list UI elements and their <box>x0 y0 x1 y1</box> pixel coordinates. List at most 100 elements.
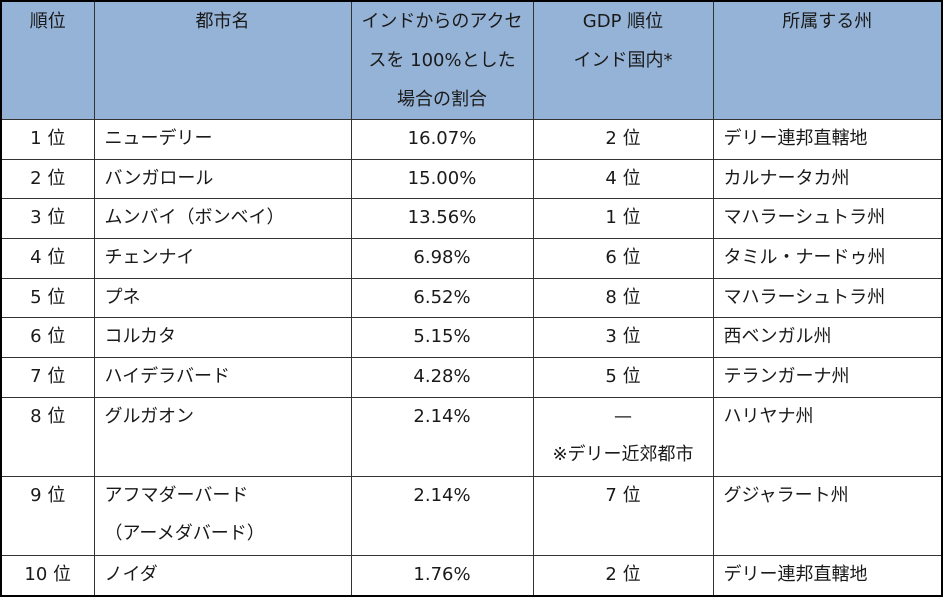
state-name: カルナータカ州 <box>723 167 850 189</box>
access-share-cell: 15.00% <box>350 158 534 200</box>
header-city: 都市名 <box>93 0 352 120</box>
table-row: 8 位 グルガオン 2.14% — ※デリー近郊都市 ハリヤナ州 <box>0 396 943 477</box>
gdp-rank-value: 3 位 <box>605 326 641 348</box>
rank-value: 9 位 <box>30 484 66 506</box>
header-state: 所属する州 <box>712 0 943 120</box>
city-cell: チェンナイ <box>93 237 352 279</box>
rank-cell: 4 位 <box>0 237 95 279</box>
state-name: ハリヤナ州 <box>723 405 814 427</box>
state-name: デリー連邦直轄地 <box>723 564 868 586</box>
access-share-cell: 1.76% <box>350 555 534 597</box>
city-name: バンガロール <box>104 167 214 189</box>
city-cell: コルカタ <box>93 317 352 358</box>
city-name: コルカタ <box>104 326 176 348</box>
city-name: プネ <box>104 286 141 308</box>
gdp-rank-value: 1 位 <box>605 207 641 229</box>
rank-value: 3 位 <box>30 207 66 229</box>
access-share-cell: 4.28% <box>350 356 534 398</box>
state-cell: デリー連邦直轄地 <box>712 119 943 160</box>
city-cell: バンガロール <box>93 158 352 200</box>
rank-value: 10 位 <box>24 564 72 586</box>
gdp-rank-cell: 4 位 <box>532 158 714 200</box>
access-share-cell: 2.14% <box>350 396 534 477</box>
header-rank: 順位 <box>0 0 95 120</box>
city-cell: グルガオン <box>93 396 352 477</box>
header-access-line: インドからのアクセ <box>361 11 523 32</box>
state-name: テランガーナ州 <box>723 365 850 387</box>
table-row: 9 位 アフマダーバード （アーメダバード） 2.14% 7 位 グジャラート州 <box>0 475 943 557</box>
gdp-rank-cell: 7 位 <box>532 475 714 557</box>
rank-cell: 7 位 <box>0 356 95 398</box>
table-body: 1 位ニューデリー 16.07% 2 位デリー連邦直轄地 2 位バンガロール 15.00… <box>0 119 943 597</box>
rank-cell: 3 位 <box>0 198 95 239</box>
city-cell: ムンバイ（ボンベイ） <box>93 198 352 239</box>
rank-cell: 2 位 <box>0 158 95 200</box>
rank-cell: 5 位 <box>0 277 95 319</box>
state-cell: グジャラート州 <box>712 475 943 557</box>
access-share-value: 15.00% <box>407 167 477 189</box>
access-share-value: 16.07% <box>407 128 477 149</box>
state-cell: 西ベンガル州 <box>712 317 943 358</box>
rank-cell: 1 位 <box>0 119 95 160</box>
city-name: チェンナイ <box>104 246 195 268</box>
city-cell: プネ <box>93 277 352 319</box>
access-share-value: 5.15% <box>413 326 471 348</box>
table-row: 5 位 プネ 6.52% 8 位 マハラーシュトラ州 <box>0 277 943 319</box>
table-row: 1 位 ニューデリー 16.07% 2 位 デリー連邦直轄地 <box>0 119 943 160</box>
state-name: グジャラート州 <box>723 484 849 506</box>
state-cell: デリー連邦直轄地 <box>712 555 943 597</box>
access-share-cell: 13.56% <box>350 198 534 239</box>
city-name: グルガオン <box>104 405 194 427</box>
gdp-rank-value: 8 位 <box>605 286 641 308</box>
rank-value: 7 位 <box>30 365 66 387</box>
access-share-cell: 16.07% <box>350 119 534 160</box>
access-share-cell: 6.98% <box>350 237 534 279</box>
header-gdp-line: GDP 順位 <box>582 11 664 32</box>
table-row: 7 位 ハイデラバード 4.28% 5 位 テランガーナ州 <box>0 356 943 398</box>
header-rank-label: 順位 <box>29 11 66 32</box>
state-name: 西ベンガル州 <box>723 326 832 348</box>
access-share-cell: 6.52% <box>350 277 534 319</box>
state-cell: カルナータカ州 <box>712 158 943 200</box>
table-row: 4 位 チェンナイ 6.98% 6 位 タミル・ナードゥ州 <box>0 237 943 279</box>
city-name: （アーメダバード） <box>104 522 265 544</box>
gdp-rank-value: 2 位 <box>605 128 641 149</box>
access-share-value: 2.14% <box>413 484 471 506</box>
header-city-label: 都市名 <box>195 11 250 32</box>
state-cell: テランガーナ州 <box>712 356 943 398</box>
table-row: 10 位 ノイダ 1.76% 2 位 デリー連邦直轄地 <box>0 555 943 597</box>
state-cell: タミル・ナードゥ州 <box>712 237 943 279</box>
state-cell: マハラーシュトラ州 <box>712 198 943 239</box>
state-name: マハラーシュトラ州 <box>723 286 886 308</box>
gdp-rank-value: 2 位 <box>605 564 641 586</box>
state-cell: マハラーシュトラ州 <box>712 277 943 319</box>
state-name: デリー連邦直轄地 <box>723 128 868 149</box>
state-name: マハラーシュトラ州 <box>723 207 886 229</box>
rank-value: 4 位 <box>30 246 66 268</box>
header-gdp-rank: GDP 順位 インド国内* <box>532 0 714 120</box>
city-name: アフマダーバード <box>104 484 249 506</box>
table-row: 3 位 ムンバイ（ボンベイ） 13.56% 1 位 マハラーシュトラ州 <box>0 198 943 239</box>
city-cell: アフマダーバード （アーメダバード） <box>93 475 352 557</box>
gdp-rank-value: 7 位 <box>605 484 641 506</box>
rank-value: 2 位 <box>30 167 66 189</box>
access-share-value: 2.14% <box>413 405 471 427</box>
header-access-line: 場合の割合 <box>397 89 487 110</box>
city-cell: ハイデラバード <box>93 356 352 398</box>
access-share-cell: 2.14% <box>350 475 534 557</box>
state-name: タミル・ナードゥ州 <box>723 246 886 268</box>
city-name: ムンバイ（ボンベイ） <box>104 207 285 229</box>
city-name: ニューデリー <box>104 128 213 149</box>
rank-cell: 8 位 <box>0 396 95 477</box>
city-cell: ノイダ <box>93 555 352 597</box>
gdp-rank-value: 4 位 <box>605 167 641 189</box>
city-cell: ニューデリー <box>93 119 352 160</box>
gdp-rank-value: 5 位 <box>605 365 641 387</box>
table-row: 2 位 バンガロール 15.00% 4 位 カルナータカ州 <box>0 158 943 200</box>
gdp-rank-cell: 3 位 <box>532 317 714 358</box>
access-share-value: 6.98% <box>413 246 471 268</box>
rank-cell: 6 位 <box>0 317 95 358</box>
gdp-rank-value: ※デリー近郊都市 <box>552 443 694 465</box>
access-share-value: 1.76% <box>413 564 471 586</box>
